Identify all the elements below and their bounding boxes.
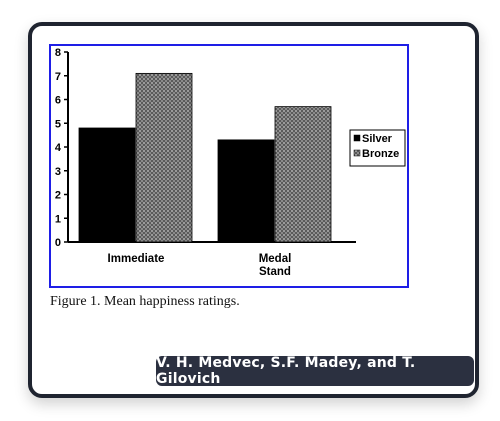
y-tick-label: 8 — [55, 47, 61, 59]
y-tick-label: 5 — [55, 118, 61, 130]
figure-card: 0 1 2 3 4 5 6 7 8 Immediate Medal Stand Silver Bronze… — [28, 22, 479, 398]
figure-caption: Figure 1. Mean happiness ratings. — [50, 294, 240, 309]
legend-label-silver: Silver — [362, 133, 393, 145]
author-credit-badge: V. H. Medvec, S.F. Madey, and T. Gilovic… — [156, 355, 474, 387]
y-tick-label: 1 — [55, 213, 61, 225]
y-tick-label: 3 — [55, 166, 61, 178]
y-tick-label: 4 — [55, 142, 62, 154]
category-label: Medal — [259, 253, 292, 265]
y-tick-label: 2 — [55, 190, 61, 202]
legend-label-bronze: Bronze — [362, 148, 399, 160]
legend-swatch-bronze — [353, 149, 361, 157]
bar-silver-1 — [78, 127, 136, 243]
chart-frame: 0 1 2 3 4 5 6 7 8 Immediate Medal Stand Silver Bronze — [49, 44, 409, 288]
bar-silver-2 — [217, 139, 275, 243]
y-tick-label: 7 — [55, 71, 61, 83]
legend-swatch-silver — [353, 134, 361, 142]
category-label: Stand — [259, 266, 291, 278]
category-label: Immediate — [108, 253, 165, 265]
bar-bronze-1 — [135, 72, 193, 243]
y-tick-label: 6 — [55, 95, 61, 107]
bar-bronze-2 — [274, 106, 332, 243]
y-tick-label: 0 — [55, 237, 61, 249]
